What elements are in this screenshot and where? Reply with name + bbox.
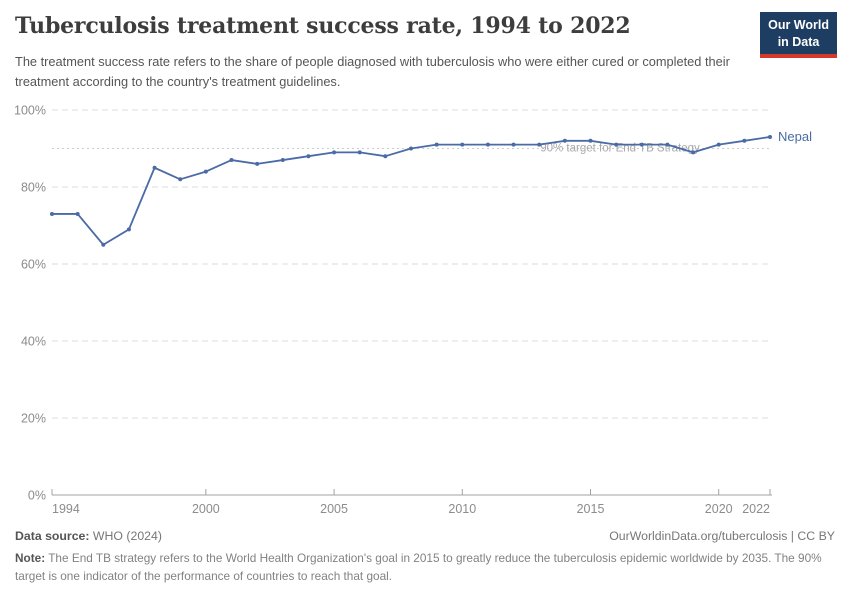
- y-axis-label: 100%: [14, 104, 46, 118]
- y-axis-label: 80%: [21, 181, 46, 195]
- data-source-value: WHO (2024): [89, 529, 162, 543]
- y-axis-label: 40%: [21, 335, 46, 349]
- data-source-label: Data source:: [15, 529, 90, 543]
- data-point: [332, 150, 337, 155]
- chart-footer: Data source: WHO (2024) OurWorldinData.o…: [15, 529, 835, 585]
- data-point: [383, 154, 388, 159]
- line-chart: 0%20%40%60%80%100%90% target for End TB …: [14, 104, 812, 517]
- data-point: [75, 211, 80, 216]
- data-point: [280, 158, 285, 163]
- x-axis-label: 1994: [52, 502, 80, 516]
- x-axis-label: 2005: [320, 502, 348, 516]
- owid-logo: Our World in Data: [760, 12, 837, 58]
- data-point: [639, 142, 644, 147]
- data-point: [588, 138, 593, 143]
- note-label: Note:: [15, 551, 46, 565]
- data-point: [537, 142, 542, 147]
- logo-line1: Our World: [768, 18, 829, 32]
- data-point: [768, 134, 772, 139]
- chart-note: Note: The End TB strategy refers to the …: [15, 550, 835, 585]
- x-axis-label: 2010: [448, 502, 476, 516]
- data-point: [357, 150, 362, 155]
- data-point: [126, 227, 131, 232]
- y-axis-label: 60%: [21, 258, 46, 272]
- data-point: [742, 138, 747, 143]
- data-point: [691, 150, 696, 155]
- data-point: [485, 142, 490, 147]
- x-axis-label: 2020: [705, 502, 733, 516]
- data-point: [409, 146, 413, 151]
- note-text: The End TB strategy refers to the World …: [15, 551, 822, 583]
- logo-line2: in Data: [777, 34, 820, 49]
- data-point: [101, 242, 106, 247]
- data-point: [229, 158, 234, 163]
- series-end-label: Nepal: [778, 129, 812, 144]
- attribution-link[interactable]: OurWorldinData.org/tuberculosis | CC BY: [609, 529, 835, 543]
- data-point: [152, 165, 157, 170]
- data-point: [511, 142, 516, 147]
- page-title: Tuberculosis treatment success rate, 199…: [15, 13, 631, 39]
- data-point: [50, 211, 54, 216]
- data-point: [178, 177, 183, 182]
- data-point: [716, 142, 721, 147]
- data-point: [562, 138, 567, 143]
- data-point: [665, 142, 670, 147]
- data-point: [203, 169, 208, 174]
- x-axis-label: 2022: [742, 502, 770, 516]
- y-axis-label: 20%: [21, 412, 46, 426]
- data-point: [434, 142, 439, 147]
- chart-subtitle: The treatment success rate refers to the…: [15, 54, 730, 90]
- data-point: [614, 142, 619, 147]
- x-axis-label: 2015: [577, 502, 605, 516]
- data-point: [255, 161, 260, 166]
- data-point: [306, 154, 311, 159]
- x-axis-label: 2000: [192, 502, 220, 516]
- y-axis-label: 0%: [28, 489, 46, 503]
- data-source: Data source: WHO (2024): [15, 529, 162, 543]
- data-point: [460, 142, 465, 147]
